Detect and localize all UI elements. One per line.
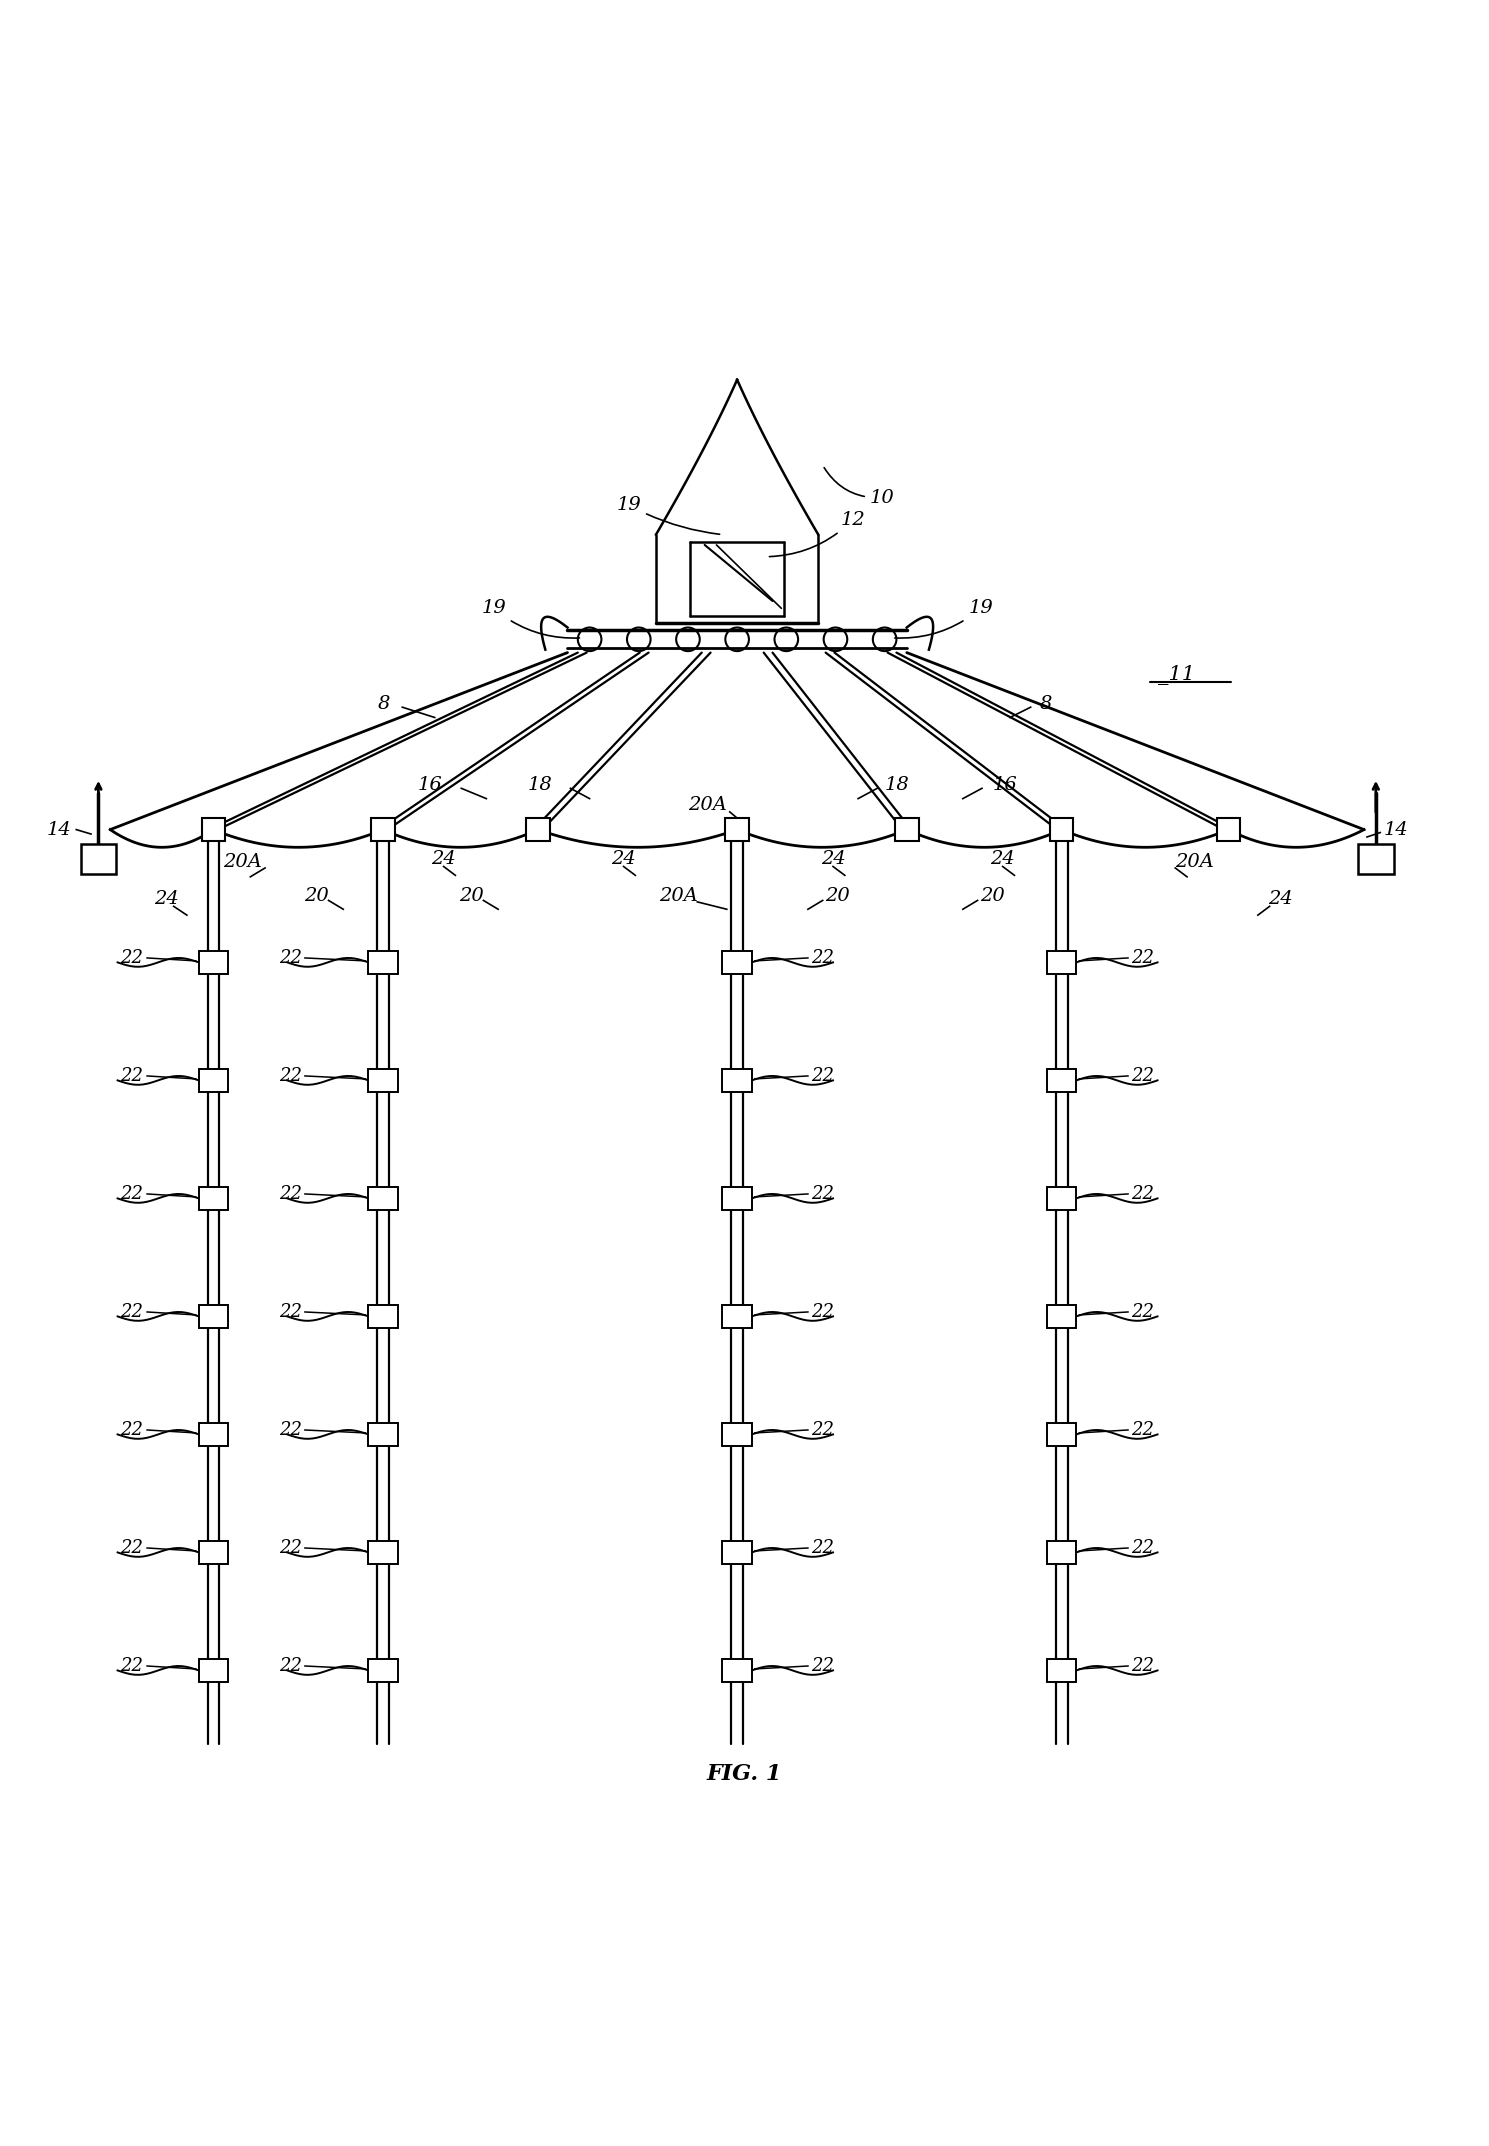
Text: 8: 8 — [1039, 695, 1051, 712]
Bar — [895, 818, 919, 841]
Bar — [722, 1305, 752, 1328]
Text: 10: 10 — [823, 468, 895, 506]
Text: 22: 22 — [812, 949, 834, 968]
Text: 22: 22 — [119, 1421, 143, 1440]
Text: 22: 22 — [278, 1185, 302, 1204]
Text: 16: 16 — [417, 777, 442, 794]
Bar — [1050, 818, 1074, 841]
Bar — [722, 1069, 752, 1092]
Text: 20A: 20A — [223, 854, 262, 871]
Text: 22: 22 — [1132, 1657, 1154, 1676]
Text: 14: 14 — [1383, 820, 1409, 839]
Text: 22: 22 — [812, 1657, 834, 1676]
Bar — [371, 818, 395, 841]
Bar — [1047, 1187, 1077, 1210]
Bar — [526, 818, 549, 841]
Bar — [80, 843, 116, 873]
Bar — [1047, 951, 1077, 974]
Bar — [368, 1305, 398, 1328]
Bar — [722, 1423, 752, 1446]
Bar — [201, 818, 225, 841]
Text: 18: 18 — [529, 777, 552, 794]
Bar — [368, 1069, 398, 1092]
Bar — [198, 1305, 228, 1328]
Text: 20: 20 — [825, 886, 850, 906]
Bar — [368, 1423, 398, 1446]
Bar — [1047, 1659, 1077, 1682]
Text: 19: 19 — [895, 599, 993, 637]
Text: 22: 22 — [119, 1185, 143, 1204]
Text: 20A: 20A — [688, 796, 727, 813]
Text: 20A: 20A — [1175, 854, 1214, 871]
Text: 22: 22 — [119, 1303, 143, 1322]
Text: 22: 22 — [812, 1539, 834, 1558]
Text: FIG. 1: FIG. 1 — [707, 1762, 782, 1785]
Text: 22: 22 — [812, 1421, 834, 1440]
Bar — [198, 1659, 228, 1682]
Bar — [198, 1541, 228, 1564]
Text: 18: 18 — [884, 777, 910, 794]
Text: 22: 22 — [1132, 949, 1154, 968]
Text: 16: 16 — [992, 777, 1017, 794]
Text: 24: 24 — [153, 891, 179, 908]
Text: 22: 22 — [278, 1539, 302, 1558]
Text: 24: 24 — [820, 850, 846, 869]
Text: 20: 20 — [304, 886, 329, 906]
Text: 22: 22 — [278, 1067, 302, 1086]
Bar — [198, 951, 228, 974]
Text: 22: 22 — [812, 1185, 834, 1204]
Bar — [1358, 843, 1394, 873]
Bar — [368, 1541, 398, 1564]
Text: 22: 22 — [1132, 1185, 1154, 1204]
Bar — [1047, 1069, 1077, 1092]
Text: 24: 24 — [432, 850, 456, 869]
Bar — [368, 951, 398, 974]
Bar — [368, 1659, 398, 1682]
Text: 22: 22 — [119, 949, 143, 968]
Text: 22: 22 — [1132, 1067, 1154, 1086]
Text: 22: 22 — [812, 1303, 834, 1322]
Text: 24: 24 — [1267, 891, 1292, 908]
Text: 22: 22 — [1132, 1303, 1154, 1322]
Bar — [1047, 1541, 1077, 1564]
Bar — [198, 1187, 228, 1210]
Text: _11: _11 — [1157, 665, 1194, 685]
Bar — [1217, 818, 1240, 841]
Text: 14: 14 — [46, 820, 71, 839]
Bar — [198, 1423, 228, 1446]
Bar — [1047, 1423, 1077, 1446]
Text: 22: 22 — [278, 1421, 302, 1440]
Text: 24: 24 — [610, 850, 636, 869]
Text: 22: 22 — [278, 949, 302, 968]
Bar — [722, 1187, 752, 1210]
Bar — [725, 818, 749, 841]
Bar — [198, 1069, 228, 1092]
Text: 24: 24 — [990, 850, 1015, 869]
Text: 22: 22 — [278, 1657, 302, 1676]
Text: 22: 22 — [1132, 1539, 1154, 1558]
Text: 22: 22 — [812, 1067, 834, 1086]
Text: 22: 22 — [119, 1067, 143, 1086]
Bar — [1047, 1305, 1077, 1328]
Text: 20: 20 — [980, 886, 1005, 906]
Text: 19: 19 — [481, 599, 579, 637]
Text: 20: 20 — [459, 886, 484, 906]
Text: 22: 22 — [278, 1303, 302, 1322]
Text: 22: 22 — [1132, 1421, 1154, 1440]
Bar — [722, 1659, 752, 1682]
Bar — [722, 1541, 752, 1564]
Text: 22: 22 — [119, 1657, 143, 1676]
Bar — [722, 951, 752, 974]
Text: 22: 22 — [119, 1539, 143, 1558]
Text: 20A: 20A — [658, 886, 697, 906]
Bar — [368, 1187, 398, 1210]
Text: 12: 12 — [770, 511, 865, 556]
Text: 8: 8 — [378, 695, 390, 712]
Text: 19: 19 — [616, 496, 719, 534]
